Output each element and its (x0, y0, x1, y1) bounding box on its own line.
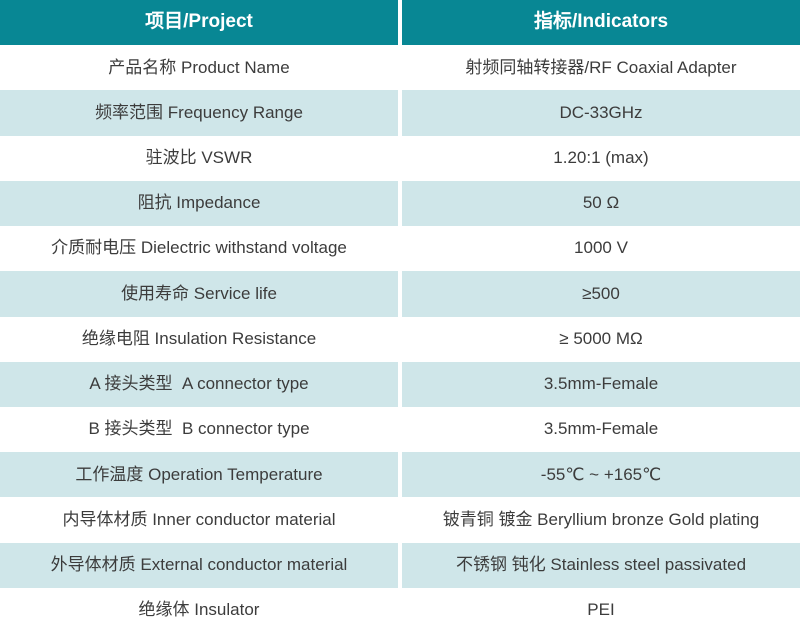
project-cell: B 接头类型 B connector type (0, 406, 398, 453)
project-cell: 内导体材质 Inner conductor material (0, 497, 398, 543)
column-divider (398, 361, 402, 407)
column-divider (398, 45, 402, 91)
table-row: 工作温度 Operation Temperature -55℃ ~ +165℃ (0, 452, 800, 498)
indicator-cell: 1.20:1 (max) (402, 135, 800, 181)
column-divider (398, 90, 402, 136)
project-cell: A 接头类型 A connector type (0, 361, 398, 407)
table-row: B 接头类型 B connector type 3.5mm-Female (0, 406, 800, 453)
column-divider (398, 316, 402, 362)
indicator-cell: -55℃ ~ +165℃ (402, 452, 800, 498)
table-row: 绝缘电阻 Insulation Resistance ≥ 5000 MΩ (0, 316, 800, 362)
header-indicators: 指标/Indicators (402, 0, 800, 46)
header-project: 项目/Project (0, 0, 398, 46)
table-row: 外导体材质 External conductor material 不锈钢 钝化… (0, 542, 800, 588)
project-cell: 产品名称 Product Name (0, 45, 398, 91)
indicator-cell: 铍青铜 镀金 Beryllium bronze Gold plating (402, 497, 800, 543)
column-divider (398, 406, 402, 453)
column-divider (398, 226, 402, 272)
column-divider (398, 497, 402, 543)
column-divider (398, 542, 402, 588)
indicator-cell: ≥ 5000 MΩ (402, 316, 800, 362)
indicator-cell: PEI (402, 587, 800, 633)
column-divider (398, 271, 402, 317)
project-cell: 工作温度 Operation Temperature (0, 452, 398, 498)
column-divider (398, 0, 402, 46)
project-cell: 使用寿命 Service life (0, 271, 398, 317)
indicator-cell: 1000 V (402, 226, 800, 272)
project-cell: 绝缘体 Insulator (0, 587, 398, 633)
indicator-cell: 3.5mm-Female (402, 361, 800, 407)
indicator-cell: DC-33GHz (402, 90, 800, 136)
indicator-cell: ≥500 (402, 271, 800, 317)
table-row: 使用寿命 Service life ≥500 (0, 271, 800, 317)
table-row: 介质耐电压 Dielectric withstand voltage 1000 … (0, 226, 800, 272)
project-cell: 介质耐电压 Dielectric withstand voltage (0, 226, 398, 272)
column-divider (398, 587, 402, 633)
project-cell: 驻波比 VSWR (0, 135, 398, 181)
table-header-row: 项目/Project 指标/Indicators (0, 0, 800, 46)
indicator-cell: 不锈钢 钝化 Stainless steel passivated (402, 542, 800, 588)
project-cell: 外导体材质 External conductor material (0, 542, 398, 588)
project-cell: 频率范围 Frequency Range (0, 90, 398, 136)
table-row: 绝缘体 Insulator PEI (0, 587, 800, 633)
table-row: 驻波比 VSWR 1.20:1 (max) (0, 135, 800, 181)
indicator-cell: 3.5mm-Female (402, 406, 800, 453)
column-divider (398, 135, 402, 181)
indicator-cell: 50 Ω (402, 180, 800, 227)
table-row: 内导体材质 Inner conductor material 铍青铜 镀金 Be… (0, 497, 800, 543)
indicator-cell: 射频同轴转接器/RF Coaxial Adapter (402, 45, 800, 91)
project-cell: 绝缘电阻 Insulation Resistance (0, 316, 398, 362)
project-cell: 阻抗 Impedance (0, 180, 398, 227)
column-divider (398, 180, 402, 227)
table-row: 阻抗 Impedance 50 Ω (0, 180, 800, 227)
table-row: A 接头类型 A connector type 3.5mm-Female (0, 361, 800, 407)
table-row: 产品名称 Product Name 射频同轴转接器/RF Coaxial Ada… (0, 45, 800, 91)
table-row: 频率范围 Frequency Range DC-33GHz (0, 90, 800, 136)
column-divider (398, 452, 402, 498)
